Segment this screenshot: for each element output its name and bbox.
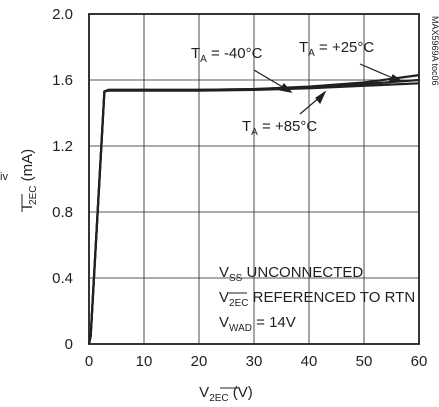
x-axis-label-sub: 2EC (209, 393, 228, 404)
grid (89, 14, 419, 344)
left-edge-fragment: iv (0, 171, 8, 183)
y-tick-label: 1.2 (52, 138, 73, 155)
condition-vss-sub: SS (229, 273, 243, 284)
arrowhead-plus85 (315, 90, 327, 105)
y-axis-label-sub: 2EC (28, 186, 39, 205)
label-minus40-rest: = -40°C (207, 45, 263, 62)
y-tick-label: 2.0 (52, 6, 73, 23)
label-plus85-T: T (242, 118, 251, 135)
x-tick-label: 30 (246, 353, 263, 370)
leader-plus25 (359, 63, 396, 80)
condition-v2ec-rest: REFERENCED TO RTN (248, 289, 415, 306)
y-tick-label: 0.4 (52, 270, 73, 287)
label-minus40-sub: A (200, 54, 207, 65)
tick-labels: 0 10 20 30 40 50 60 0 0.4 0.8 1.2 1.6 2.0 (52, 6, 427, 370)
label-minus40-T: T (191, 45, 200, 62)
condition-v2ec: V2EC REFERENCED TO RTN (219, 289, 415, 309)
label-plus85-rest: = +85°C (258, 118, 318, 135)
x-tick-label: 40 (301, 353, 318, 370)
figure-code: MAX5969A toc06 (430, 16, 439, 86)
condition-vss-rest: UNCONNECTED (242, 264, 363, 281)
condition-vss-V: V (219, 264, 229, 281)
series-group (87, 74, 420, 345)
y-axis-label-group: I2EC (mA) (19, 149, 39, 212)
x-tick-label: 60 (411, 353, 428, 370)
label-plus85: TA = +85°C (242, 118, 317, 138)
label-plus25-sub: A (308, 48, 315, 59)
x-tick-label: 10 (136, 353, 153, 370)
condition-vwad-V: V (219, 314, 229, 331)
condition-vwad-rest: = 14V (252, 314, 296, 331)
x-tick-label: 50 (356, 353, 373, 370)
side-code-group: MAX5969A toc06 (430, 16, 439, 86)
leader-minus40 (253, 69, 287, 90)
condition-vwad-sub: WAD (229, 323, 252, 334)
series-line-2 (87, 82, 420, 345)
leader-plus85 (299, 96, 321, 115)
y-axis-label-I: I (19, 205, 36, 209)
condition-v2ec-V: V (219, 289, 229, 306)
plot-area-frame (88, 13, 420, 345)
y-axis-label: I2EC (mA) (19, 149, 39, 209)
x-axis-label-unit: (V) (229, 384, 253, 401)
label-plus25-T: T (299, 39, 308, 56)
label-plus25-rest: = +25°C (315, 39, 375, 56)
y-tick-label: 1.6 (52, 72, 73, 89)
x-axis-label-V: V (199, 384, 209, 401)
annotation-leaders (253, 63, 403, 115)
condition-vwad: VWAD = 14V (219, 314, 296, 334)
label-plus25: TA = +25°C (299, 39, 374, 59)
y-axis-label-unit: (mA) (19, 149, 36, 186)
y-tick-label: 0 (65, 336, 73, 353)
x-tick-label: 0 (85, 353, 93, 370)
y-tick-label: 0.8 (52, 204, 73, 221)
x-axis-label: V2EC (V) (199, 384, 253, 404)
label-plus85-sub: A (251, 127, 258, 138)
arrowhead-minus40 (278, 83, 293, 93)
condition-v2ec-sub: 2EC (229, 298, 248, 309)
label-minus40: TA = -40°C (191, 45, 263, 65)
condition-vss: VSS UNCONNECTED (219, 264, 363, 284)
arrowhead-plus25 (389, 74, 403, 82)
x-tick-label: 20 (191, 353, 208, 370)
